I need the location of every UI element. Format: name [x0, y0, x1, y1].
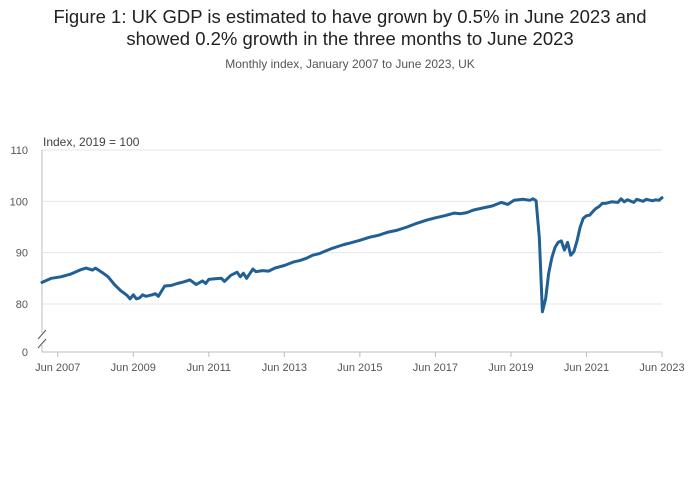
x-tick-label-2015: Jun 2015 — [337, 362, 382, 374]
y-tick-label-0: 0 — [22, 347, 28, 359]
y-tick-label-80: 80 — [16, 299, 28, 311]
x-tick-label-2017: Jun 2017 — [413, 362, 458, 374]
y-tick-label-100: 100 — [10, 196, 28, 208]
x-tick-label-2013: Jun 2013 — [262, 362, 307, 374]
x-tick-label-2019: Jun 2019 — [488, 362, 533, 374]
series-line-0 — [40, 196, 664, 314]
x-tick-label-2011: Jun 2011 — [187, 362, 231, 374]
y-tick-label-90: 90 — [16, 248, 28, 260]
x-tick-label-2021: Jun 2021 — [564, 362, 609, 374]
y-axis-label: Index, 2019 = 100 — [43, 135, 140, 149]
x-tick-label-2023: Jun 2023 — [639, 362, 684, 374]
tick-labels: 0 80 90 100 110 Jun 2007 Jun 2009 Jun 2011 Jun 2… — [10, 145, 685, 374]
axis-break-mark-top — [37, 329, 47, 340]
y-tick-label-110: 110 — [10, 145, 28, 157]
axes — [37, 150, 663, 357]
axis-break-mark-bottom — [37, 338, 47, 349]
x-tick-label-2009: Jun 2009 — [111, 362, 156, 374]
chart-subtitle: Monthly index, January 2007 to June 2023… — [225, 57, 475, 71]
chart-title: Figure 1: UK GDP is estimated to have gr… — [53, 6, 647, 49]
x-tick-label-2007: Jun 2007 — [35, 362, 80, 374]
grid-lines — [42, 149, 662, 305]
series-layer — [40, 196, 664, 314]
